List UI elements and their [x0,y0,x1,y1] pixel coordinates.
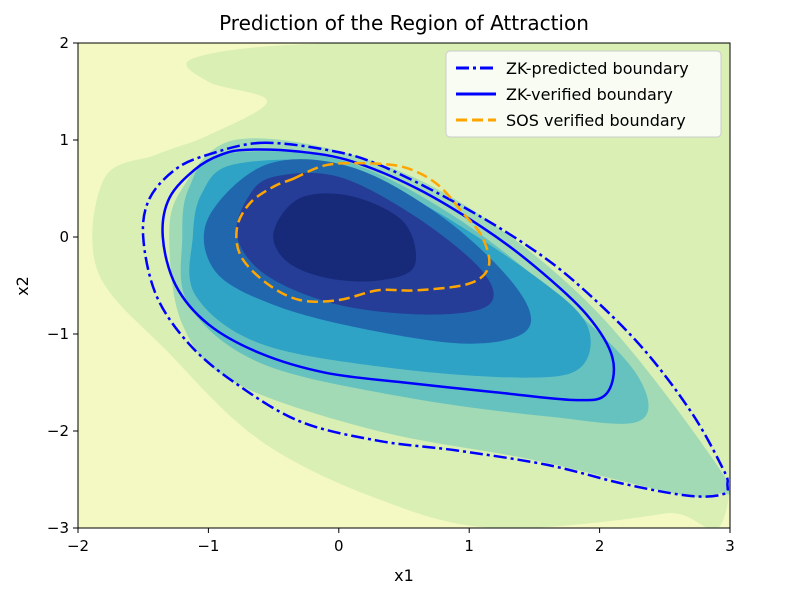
x-tick-label: 1 [464,537,474,555]
y-axis-ticks: −3 −2 −1 0 1 2 [47,34,78,537]
x-tick-label: 3 [725,537,735,555]
boundary-zk-verified-boundary [161,148,616,402]
contour-level-7 [273,193,417,282]
boundary-sos-verified-boundary [235,161,491,303]
contour-layer [92,43,730,528]
boundary-zk-predicted-boundary [141,141,730,498]
y-axis-label: x2 [13,276,32,296]
y-tick-label: −2 [47,422,69,440]
x-tick-label: −1 [197,537,219,555]
y-tick-label: 1 [59,131,69,149]
x-axis-label: x1 [394,566,414,585]
y-tick-label: −3 [47,519,69,537]
legend: ZK-predicted boundary ZK-verified boundar… [445,50,722,138]
legend-entries: ZK-predicted boundary ZK-verified boundar… [456,59,689,130]
plot-frame [77,42,731,529]
y-tick-label: −1 [47,325,69,343]
y-tick-label: 0 [59,228,69,246]
y-tick-label: 2 [59,34,69,52]
x-axis-ticks: −2 −1 0 1 2 3 [67,528,735,555]
legend-label: ZK-verified boundary [506,85,673,104]
legend-label: ZK-predicted boundary [506,59,689,78]
legend-label: SOS verified boundary [506,111,686,130]
x-tick-label: −2 [67,537,89,555]
x-tick-label: 0 [334,537,344,555]
chart-title: Prediction of the Region of Attraction [219,11,589,35]
legend-box [445,50,722,138]
x-tick-label: 2 [595,537,605,555]
boundary-layer [141,141,730,498]
